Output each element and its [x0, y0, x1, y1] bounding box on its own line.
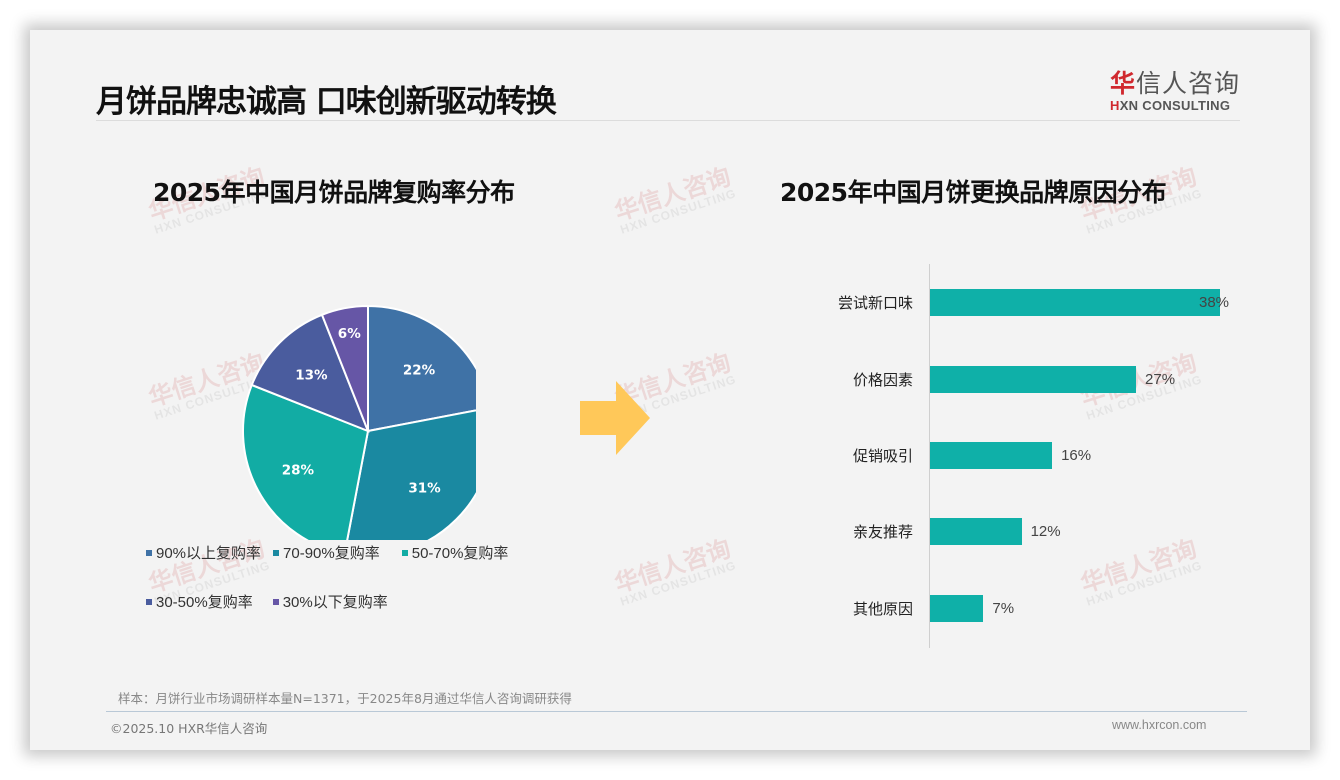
company-logo: 华信人咨询 HXN CONSULTING — [1110, 64, 1250, 113]
logo-en: HXN CONSULTING — [1110, 98, 1250, 113]
legend-swatch-icon — [146, 598, 152, 605]
logo-en-rest: XN CONSULTING — [1119, 98, 1231, 113]
arrow-svg — [580, 381, 650, 455]
legend-row: 30-50%复购率 30%以下复购率 — [146, 591, 566, 612]
legend-row: 90%以上复购率 70-90%复购率 50-70%复购率 — [146, 542, 566, 563]
watermark-cn: 华信人咨询 — [611, 534, 735, 599]
bar-category-label: 其他原因 — [852, 599, 913, 618]
legend-label: 90%以上复购率 — [156, 545, 262, 562]
bar-value-label: 16% — [1061, 446, 1092, 464]
legend-item: 30%以下复购率 — [272, 591, 388, 612]
bar — [930, 594, 984, 622]
sample-note: 样本：月饼行业市场调研样本量N=1371，于2025年8月通过华信人咨询调研获得 — [118, 691, 572, 706]
legend-swatch-icon — [401, 549, 408, 556]
bar-row: 其他原因 7% — [810, 594, 1014, 622]
legend-label: 30%以下复购率 — [282, 594, 388, 611]
bar-value-label: 38% — [1199, 293, 1230, 311]
bar-value-label: 7% — [992, 599, 1015, 617]
pie-slice-label: 6% — [338, 326, 361, 342]
footer-divider — [106, 711, 1247, 712]
logo-en-red: H — [1110, 98, 1120, 113]
bar-chart-title: 2025年中国月饼更换品牌原因分布 — [780, 178, 1167, 207]
legend-item: 70-90%复购率 — [273, 542, 380, 563]
pie-slice — [320, 304, 369, 432]
logo-cn-rest: 信人咨询 — [1136, 69, 1241, 98]
pie-slice-label: 28% — [282, 463, 315, 479]
pie-legend: 90%以上复购率 70-90%复购率 50-70%复购率 30-50%复购率 3… — [146, 542, 566, 640]
legend-item: 30-50%复购率 — [146, 591, 253, 612]
bar-value-label: 27% — [1145, 370, 1176, 388]
watermark: 华信人咨询 HXN CONSULTING — [611, 162, 739, 237]
pie-chart-title: 2025年中国月饼品牌复购率分布 — [153, 178, 515, 207]
pie-chart: 22% 31% 28% 13% 6% — [206, 270, 494, 557]
legend-label: 70-90%复购率 — [283, 545, 380, 562]
bar — [930, 517, 1022, 545]
bar-category-label: 价格因素 — [852, 370, 913, 389]
bar-row: 亲友推荐 12% — [810, 517, 1061, 545]
bar-chart: 尝试新口味 38% 价格因素 27% 促销吸引 16% 亲友推荐 12% 其他原… — [810, 264, 1280, 648]
footer-website: www.hxrcon.com — [1112, 718, 1207, 732]
arrow-right-icon — [580, 381, 650, 460]
bar-category-label: 尝试新口味 — [837, 293, 913, 312]
watermark: 华信人咨询 HXN CONSULTING — [611, 534, 739, 609]
logo-cn: 华信人咨询 — [1110, 64, 1250, 100]
pie-slice-label: 22% — [403, 362, 436, 378]
legend-item: 90%以上复购率 — [146, 542, 261, 563]
bar — [930, 365, 1137, 393]
y-axis-line — [929, 264, 930, 648]
bar-value-label: 12% — [1030, 522, 1061, 540]
watermark-en: HXN CONSULTING — [618, 186, 739, 237]
slide: 月饼品牌忠诚高 口味创新驱动转换 华信人咨询 HXN CONSULTING 华信… — [30, 30, 1310, 750]
pie-slice — [250, 313, 370, 433]
footer-copyright: ©2025.10 HXR华信人咨询 — [110, 721, 268, 736]
legend-swatch-icon — [272, 598, 279, 605]
logo-cn-red: 华 — [1110, 69, 1137, 98]
watermark-en: HXN CONSULTING — [618, 558, 739, 609]
pie-slice-label: 31% — [408, 481, 441, 497]
bar-row: 价格因素 27% — [810, 365, 1175, 393]
bar-category-label: 促销吸引 — [852, 446, 913, 465]
legend-label: 50-70%复购率 — [411, 545, 509, 562]
pie-slice-label: 13% — [295, 367, 328, 383]
pie-chart-svg: 22% 31% 28% 13% 6% — [242, 304, 494, 557]
bar — [930, 441, 1053, 469]
legend-item: 50-70%复购率 — [401, 542, 509, 563]
legend-swatch-icon — [273, 549, 280, 556]
legend-swatch-icon — [146, 549, 152, 556]
bar-row: 促销吸引 16% — [810, 441, 1091, 469]
legend-label: 30-50%复购率 — [156, 594, 253, 611]
page-title: 月饼品牌忠诚高 口味创新驱动转换 — [96, 84, 557, 120]
title-divider — [96, 120, 1240, 121]
bar-category-label: 亲友推荐 — [852, 522, 913, 541]
bar — [930, 288, 1220, 316]
bar-row: 尝试新口味 38% — [810, 288, 1229, 316]
watermark-cn: 华信人咨询 — [611, 162, 735, 227]
